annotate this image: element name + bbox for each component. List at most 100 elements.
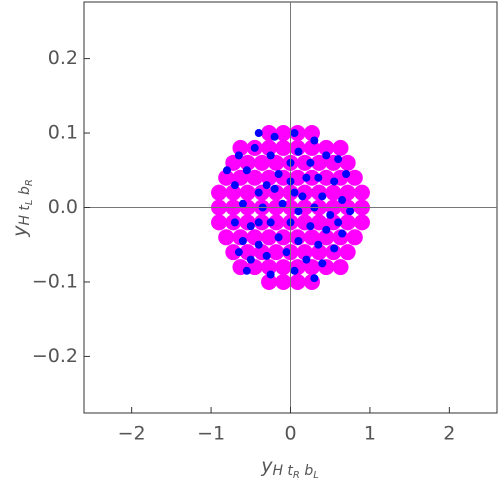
point [262, 251, 271, 260]
point [234, 248, 243, 257]
point [338, 229, 347, 238]
point [325, 184, 342, 201]
point [266, 270, 275, 279]
point [211, 184, 228, 201]
point [261, 139, 278, 156]
x-tick-label: −2 [118, 423, 146, 445]
point [318, 259, 327, 268]
point [230, 218, 239, 227]
point [330, 244, 339, 253]
point [278, 199, 287, 208]
point [311, 154, 328, 171]
point [298, 192, 307, 201]
label-part: R [24, 179, 35, 186]
point [275, 273, 292, 290]
point [346, 207, 355, 216]
point [270, 184, 279, 193]
y-tick-label: 0.1 [48, 122, 78, 144]
point [254, 188, 263, 197]
point [318, 139, 335, 156]
point [294, 237, 303, 246]
point [302, 173, 311, 182]
point [246, 222, 255, 231]
point [342, 169, 351, 178]
label-part: L [313, 470, 319, 481]
point [339, 154, 356, 171]
point [294, 147, 303, 156]
y-tick-label: −0.1 [32, 270, 78, 292]
point [242, 266, 251, 275]
point [222, 166, 231, 175]
x-tick-label: 2 [443, 423, 455, 445]
point [270, 132, 279, 141]
label-part: H t [272, 463, 293, 479]
point [242, 166, 251, 175]
point [254, 129, 263, 138]
point [268, 244, 285, 261]
y-tick-label: −0.2 [32, 345, 78, 367]
y-tick-label: 0.0 [48, 196, 78, 218]
point [332, 259, 349, 276]
point [290, 266, 299, 275]
point [318, 192, 327, 201]
point [318, 229, 335, 246]
label-part: b [17, 186, 33, 199]
point [306, 158, 315, 167]
point [253, 154, 270, 171]
point [346, 169, 363, 186]
point [353, 214, 370, 231]
label-part: R [293, 470, 300, 481]
label-part: y [260, 455, 273, 477]
label-part: b [300, 463, 313, 479]
point [246, 255, 255, 264]
point [314, 173, 323, 182]
point [218, 169, 235, 186]
point [218, 229, 235, 246]
point [230, 181, 239, 190]
point [234, 151, 243, 160]
point [311, 214, 328, 231]
point [330, 177, 339, 186]
x-tick-label: 0 [284, 423, 296, 445]
point [225, 184, 242, 201]
point [266, 151, 275, 160]
point [294, 207, 303, 216]
point [275, 229, 292, 246]
point [275, 125, 292, 142]
label-part: H t [17, 205, 33, 226]
point [310, 274, 319, 283]
point [268, 214, 285, 231]
point [290, 129, 299, 138]
x-axis-label: yH tR bL [260, 455, 319, 482]
point [254, 218, 263, 227]
x-tick-label: −1 [197, 423, 225, 445]
point [211, 214, 228, 231]
label-part: y [9, 225, 31, 238]
point [250, 143, 259, 152]
point [246, 169, 263, 186]
point [314, 240, 323, 249]
point [326, 210, 335, 219]
point [339, 214, 356, 231]
point [353, 184, 370, 201]
point [290, 188, 299, 197]
point [239, 154, 256, 171]
point [238, 237, 247, 246]
point [261, 229, 278, 246]
point [302, 255, 311, 264]
point [232, 139, 249, 156]
point [275, 139, 292, 156]
point [254, 240, 263, 249]
point [225, 244, 242, 261]
point [275, 259, 292, 276]
point [266, 218, 275, 227]
point [289, 273, 306, 290]
point [274, 233, 283, 242]
point [322, 225, 331, 234]
point [311, 244, 328, 261]
y-axis-label: yH tL bR [9, 179, 36, 238]
point [274, 169, 283, 178]
point [334, 155, 343, 164]
point [303, 169, 320, 186]
point [334, 218, 343, 227]
